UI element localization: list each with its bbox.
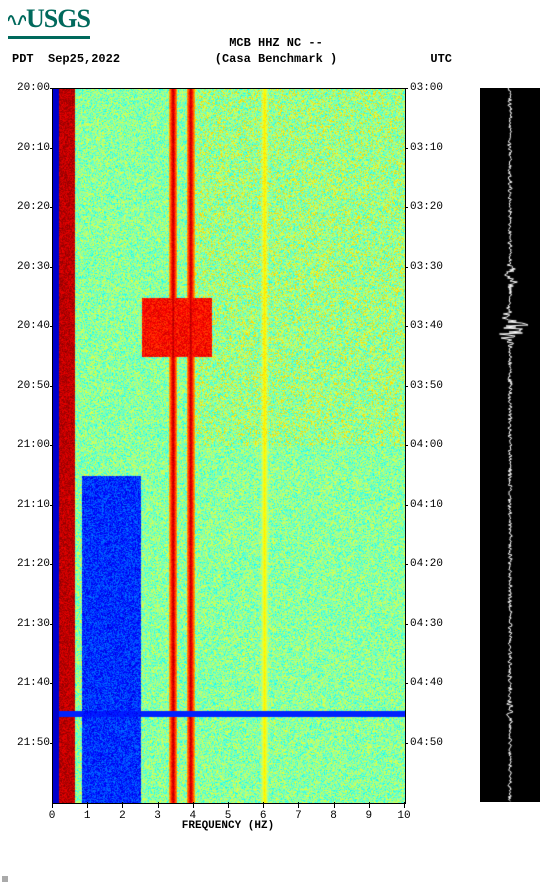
utc-tick-label: 04:00 bbox=[410, 439, 454, 451]
utc-tick-label: 03:20 bbox=[410, 201, 454, 213]
spectrogram-plot bbox=[52, 88, 406, 804]
usgs-wave-icon bbox=[8, 2, 26, 16]
utc-tick-label: 03:30 bbox=[410, 261, 454, 273]
frequency-axis-label: FREQUENCY (HZ) bbox=[52, 820, 404, 832]
pdt-tick-label: 20:00 bbox=[4, 82, 50, 94]
waveform-plot bbox=[480, 88, 540, 802]
plot-title-line1: MCB HHZ NC -- bbox=[0, 36, 552, 50]
tz-right-label: UTC bbox=[430, 52, 452, 66]
pdt-tick-label: 21:50 bbox=[4, 737, 50, 749]
utc-tick-label: 04:50 bbox=[410, 737, 454, 749]
plot-title-line2: (Casa Benchmark ) bbox=[0, 52, 552, 66]
pdt-tick-label: 21:30 bbox=[4, 618, 50, 630]
utc-tick-label: 03:50 bbox=[410, 380, 454, 392]
utc-tick-label: 04:30 bbox=[410, 618, 454, 630]
utc-tick-label: 03:40 bbox=[410, 320, 454, 332]
pdt-tick-label: 20:20 bbox=[4, 201, 50, 213]
usgs-logo: USGS bbox=[8, 4, 90, 39]
utc-tick-label: 04:40 bbox=[410, 677, 454, 689]
utc-tick-label: 03:00 bbox=[410, 82, 454, 94]
pdt-tick-label: 21:20 bbox=[4, 558, 50, 570]
pdt-tick-label: 21:00 bbox=[4, 439, 50, 451]
utc-tick-label: 04:10 bbox=[410, 499, 454, 511]
pdt-tick-label: 21:10 bbox=[4, 499, 50, 511]
spectrogram-canvas bbox=[53, 89, 405, 803]
pdt-tick-label: 20:10 bbox=[4, 142, 50, 154]
pdt-tick-label: 21:40 bbox=[4, 677, 50, 689]
corner-marker bbox=[2, 876, 8, 882]
pdt-tick-label: 20:40 bbox=[4, 320, 50, 332]
waveform-canvas bbox=[480, 88, 540, 802]
utc-tick-label: 03:10 bbox=[410, 142, 454, 154]
logo-text: USGS bbox=[26, 4, 90, 33]
pdt-tick-label: 20:30 bbox=[4, 261, 50, 273]
utc-tick-label: 04:20 bbox=[410, 558, 454, 570]
pdt-tick-label: 20:50 bbox=[4, 380, 50, 392]
